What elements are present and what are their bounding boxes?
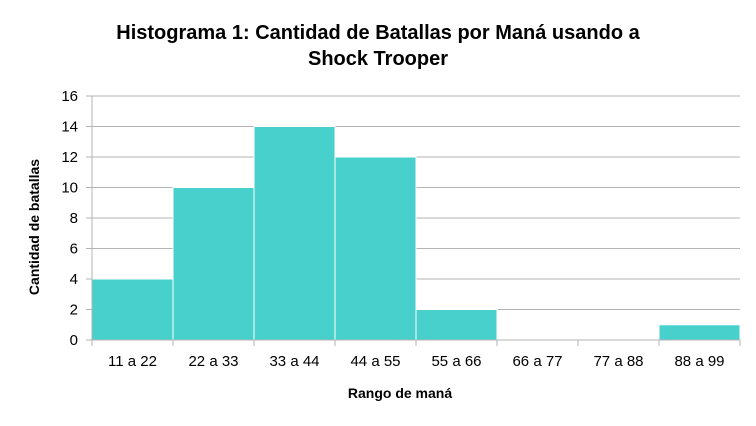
y-tick-label: 0 <box>70 332 78 349</box>
x-axis-title: Rango de maná <box>348 385 452 401</box>
y-tick-label: 12 <box>61 149 78 166</box>
y-tick-label: 2 <box>70 302 78 319</box>
x-tick-label: 33 a 44 <box>269 353 319 370</box>
y-tick-label: 8 <box>70 210 78 227</box>
y-tick-label: 4 <box>70 271 78 288</box>
y-axis-title: Cantidad de batallas <box>26 159 42 295</box>
bar-2 <box>172 187 255 341</box>
x-tick-label: 88 a 99 <box>674 353 724 370</box>
bars <box>91 126 741 341</box>
y-tick-label: 16 <box>61 88 78 105</box>
bar-4 <box>334 156 417 341</box>
bar-5 <box>415 309 498 341</box>
bar-1 <box>91 278 174 341</box>
x-tick-label: 11 a 22 <box>108 353 157 370</box>
bar-3 <box>253 126 336 341</box>
x-tick-label: 55 a 66 <box>431 353 481 370</box>
chart-title-line-2: Shock Trooper <box>307 48 449 70</box>
x-tick-label: 77 a 88 <box>593 353 643 370</box>
y-tick-label: 14 <box>61 119 78 136</box>
y-tick-label: 6 <box>70 241 78 258</box>
chart-title-line-1: Histograma 1: Cantidad de Batallas por M… <box>116 22 640 44</box>
bar-8 <box>658 324 741 341</box>
axes <box>91 96 741 346</box>
y-tick-label: 10 <box>61 180 78 197</box>
chart-title: Histograma 1: Cantidad de Batallas por M… <box>0 20 756 72</box>
x-tick-labels: 11 a 22 22 a 33 33 a 44 44 a 55 55 a 66 66 a … <box>108 353 724 370</box>
x-tick-label: 44 a 55 <box>350 353 400 370</box>
y-tick-labels: 0 2 4 6 8 10 12 14 16 <box>61 88 78 349</box>
x-tick-label: 66 a 77 <box>512 353 562 370</box>
x-tick-label: 22 a 33 <box>188 353 238 370</box>
